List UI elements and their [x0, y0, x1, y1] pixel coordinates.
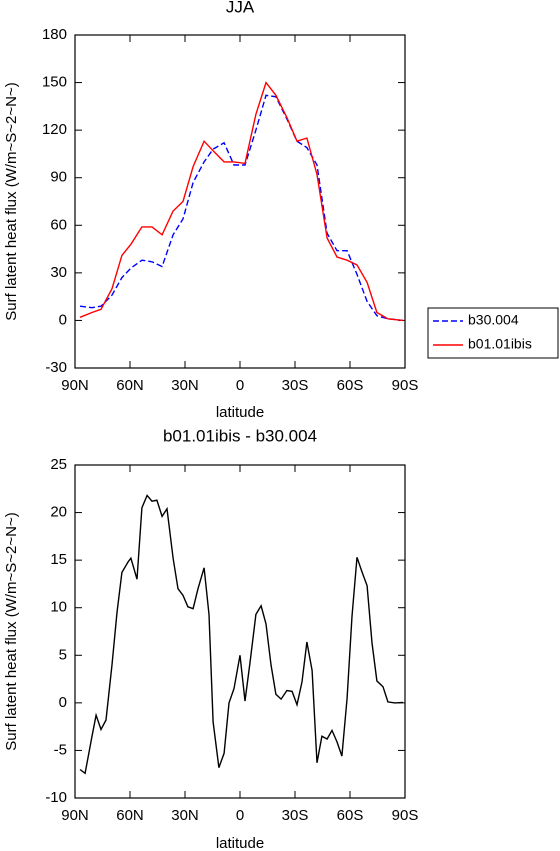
legend-box [427, 307, 559, 359]
plot-frame [74, 464, 406, 799]
x-tick-label: 30N [171, 807, 199, 824]
x-tick-label: 60N [116, 807, 144, 824]
x-tick-label: 30S [282, 377, 309, 394]
x-tick-label: 90S [392, 377, 419, 394]
y-tick-label: 120 [42, 121, 67, 138]
data-line [79, 494, 404, 775]
x-tick-label: 60S [337, 807, 364, 824]
data-line [79, 81, 404, 322]
data-line [79, 94, 404, 322]
y-tick-label: 20 [50, 504, 67, 521]
y-tick-label: -30 [45, 359, 67, 376]
x-tick-label: 0 [236, 807, 244, 824]
x-tick-label: 30S [282, 807, 309, 824]
x-tick-label: 90N [61, 377, 89, 394]
y-tick-label: 15 [50, 551, 67, 568]
y-tick-label: 60 [50, 216, 67, 233]
y-tick-label: -5 [54, 741, 67, 758]
y-tick-label: -10 [45, 789, 67, 806]
y-tick-label: 0 [59, 694, 67, 711]
x-tick-label: 30N [171, 377, 199, 394]
plot-frame [74, 34, 406, 369]
y-tick-label: 30 [50, 264, 67, 281]
y-tick-label: 5 [59, 646, 67, 663]
y-tick-label: 90 [50, 169, 67, 186]
legend-label: b30.004 [468, 312, 519, 328]
y-axis-label: Surf latent heat flux (W/m~S~2~N~) [3, 512, 20, 750]
y-tick-label: 10 [50, 599, 67, 616]
y-tick-label: 180 [42, 26, 67, 43]
y-tick-label: 25 [50, 456, 67, 473]
x-tick-label: 90N [61, 807, 89, 824]
x-tick-label: 60N [116, 377, 144, 394]
x-axis-label: latitude [216, 835, 264, 851]
x-tick-label: 60S [337, 377, 364, 394]
legend-label: b01.01ibis [468, 336, 532, 352]
x-axis-label: latitude [216, 404, 264, 421]
x-tick-label: 0 [236, 377, 244, 394]
y-tick-label: 0 [59, 311, 67, 328]
y-tick-label: 150 [42, 74, 67, 91]
chart-title: JJA [226, 0, 255, 16]
chart-title: b01.01ibis - b30.004 [163, 426, 317, 445]
x-tick-label: 90S [392, 807, 419, 824]
y-axis-label: Surf latent heat flux (W/m~S~2~N~) [3, 82, 20, 320]
